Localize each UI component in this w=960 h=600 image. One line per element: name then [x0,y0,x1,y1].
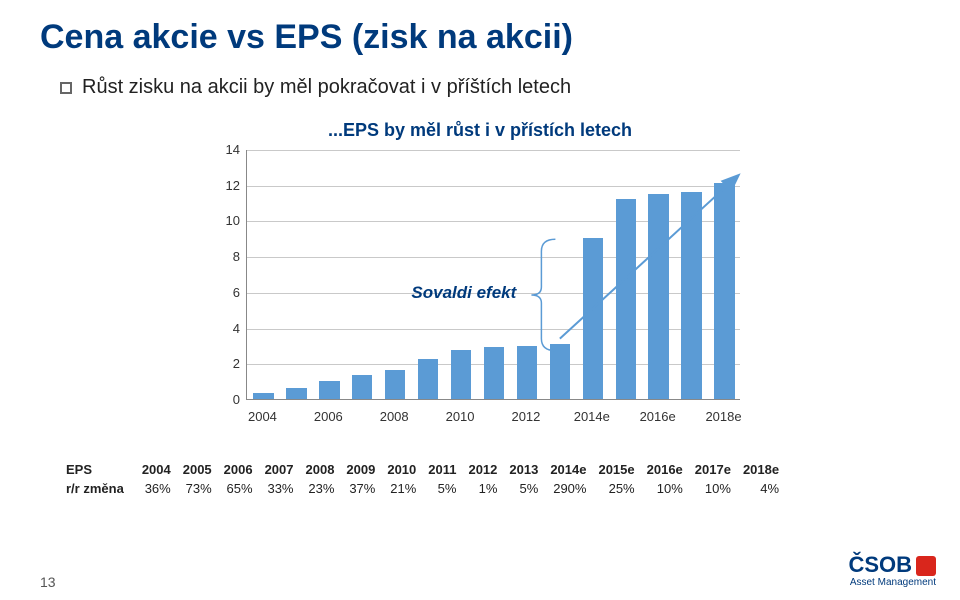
plot-area: Sovaldi efekt [246,150,740,400]
bullet-icon [60,82,72,94]
logo-sub: Asset Management [848,578,936,588]
y-axis-labels: 02468101214 [210,150,240,400]
x-axis-labels: 200420062008201020122014e2016e2018e [246,400,740,430]
eps-table: EPS2004200520062007200820092010201120122… [60,460,900,498]
slide-title: Cena akcie vs EPS (zisk na akcii) [40,18,573,57]
bullet-text: Růst zisku na akcii by měl pokračovat i … [82,76,571,99]
annotation-sovaldi: Sovaldi efekt [411,283,516,303]
lion-icon [916,556,936,576]
bars [247,150,740,399]
logo-text: ČSOB [848,552,912,577]
bullet: Růst zisku na akcii by měl pokračovat i … [60,76,571,99]
logo: ČSOB Asset Management [848,554,936,588]
page-number: 13 [40,574,56,590]
chart-title: ...EPS by měl růst i v přístích letech [210,120,750,141]
eps-chart: ...EPS by měl růst i v přístích letech 0… [210,120,750,430]
